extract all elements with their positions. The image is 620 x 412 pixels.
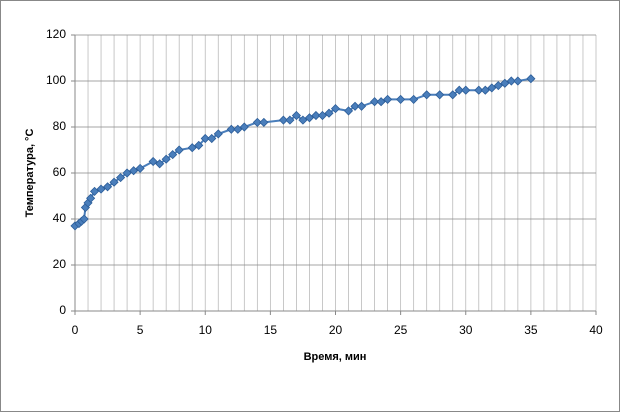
- data-point: [168, 150, 178, 160]
- x-tick-label: 5: [137, 323, 144, 337]
- data-point: [102, 182, 113, 192]
- data-point: [187, 143, 197, 153]
- data-point: [285, 115, 295, 125]
- data-point: [304, 113, 315, 123]
- data-point: [109, 177, 119, 187]
- data-point: [79, 214, 89, 224]
- data-point: [474, 85, 484, 95]
- data-point: [487, 83, 497, 93]
- data-point: [148, 156, 158, 167]
- x-tick-label: 15: [264, 323, 278, 337]
- data-point: [435, 90, 445, 100]
- data-point: [317, 110, 328, 121]
- data-point: [493, 81, 503, 91]
- data-point: [454, 85, 464, 95]
- y-tick-label: 100: [46, 73, 66, 87]
- data-point: [200, 133, 210, 144]
- data-point: [129, 166, 139, 176]
- data-point: [480, 85, 490, 95]
- data-point: [122, 168, 132, 178]
- data-point: [513, 76, 523, 86]
- data-point: [135, 163, 145, 173]
- y-tick-label: 20: [53, 257, 67, 271]
- data-point: [356, 101, 367, 111]
- data-point: [343, 106, 354, 116]
- x-tick-label: 10: [199, 323, 213, 337]
- data-point: [324, 108, 334, 118]
- x-tick-label: 30: [459, 323, 473, 337]
- y-tick-label: 80: [53, 119, 67, 133]
- data-point: [291, 110, 301, 121]
- data-point: [350, 101, 360, 111]
- x-axis-label: Время, мин: [304, 351, 367, 363]
- data-point: [194, 140, 204, 150]
- data-point: [155, 159, 165, 169]
- x-tick-label: 40: [589, 323, 603, 337]
- data-point: [96, 184, 106, 194]
- data-point: [213, 129, 223, 139]
- data-point: [526, 74, 536, 84]
- x-tick-label: 20: [329, 323, 343, 337]
- data-point: [116, 173, 126, 183]
- x-tick-label: 0: [72, 323, 79, 337]
- y-axis-label: Температура, °C: [24, 129, 36, 218]
- x-tick-label: 25: [394, 323, 408, 337]
- data-point: [252, 117, 262, 127]
- data-point: [233, 124, 243, 134]
- data-point: [330, 104, 341, 114]
- data-point: [500, 78, 510, 88]
- data-point: [409, 94, 419, 104]
- data-point: [207, 133, 217, 144]
- data-point: [86, 193, 96, 203]
- data-point: [370, 97, 380, 107]
- y-tick-label: 120: [46, 27, 66, 41]
- y-tick-label: 40: [53, 211, 67, 225]
- data-point: [376, 97, 386, 107]
- data-point: [161, 154, 171, 164]
- data-point: [461, 85, 471, 95]
- x-tick-label: 35: [524, 323, 538, 337]
- data-point: [448, 90, 458, 100]
- data-point: [278, 115, 288, 125]
- data-point: [422, 90, 432, 100]
- data-point: [239, 122, 249, 132]
- data-point: [311, 110, 321, 121]
- data-point: [259, 117, 269, 127]
- data-point: [226, 124, 236, 134]
- data-point: [506, 76, 516, 86]
- data-point: [396, 94, 406, 104]
- data-point: [383, 94, 393, 104]
- data-point: [174, 145, 184, 155]
- data-point: [89, 186, 100, 196]
- y-tick-label: 60: [53, 165, 67, 179]
- y-tick-label: 0: [59, 303, 66, 317]
- data-point: [298, 115, 308, 125]
